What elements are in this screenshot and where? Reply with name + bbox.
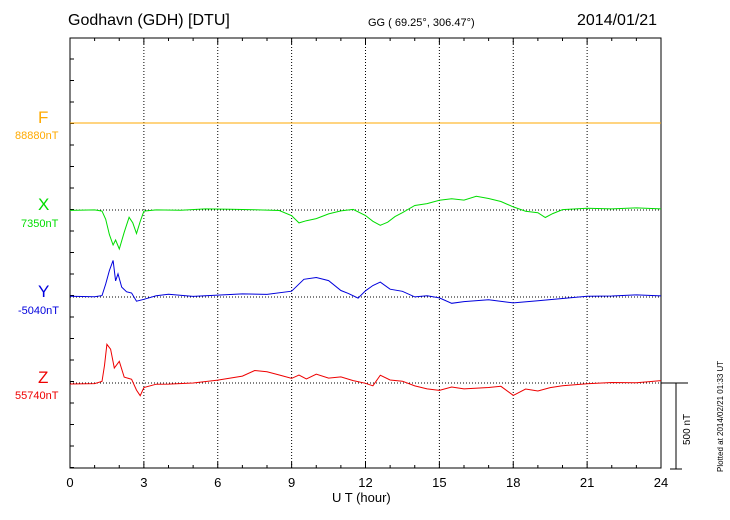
trace-Z xyxy=(69,342,662,397)
plotted-timestamp: Plotted at 2014/02/21 01:33 UT xyxy=(716,360,725,472)
x-tick-label-0: 0 xyxy=(66,475,73,490)
x-tick-label-15: 15 xyxy=(432,475,446,490)
station-title: Godhavn (GDH) [DTU] xyxy=(68,12,230,29)
x-tick-label-6: 6 xyxy=(214,475,221,490)
channel-name-Y: Y xyxy=(38,282,50,301)
x-tick-label-24: 24 xyxy=(654,475,668,490)
x-tick-label-3: 3 xyxy=(140,475,147,490)
channel-name-Z: Z xyxy=(38,368,49,387)
x-tick-label-12: 12 xyxy=(358,475,372,490)
trace-Y xyxy=(69,260,662,304)
trace-X xyxy=(69,195,662,251)
x-tick-label-21: 21 xyxy=(580,475,594,490)
x-tick-label-9: 9 xyxy=(288,475,295,490)
channel-name-F: F xyxy=(38,108,49,127)
station-coordinates: GG ( 69.25°, 306.47°) xyxy=(368,17,475,29)
channel-name-X: X xyxy=(38,195,50,214)
plot-date: 2014/01/21 xyxy=(577,12,658,29)
scale-bar-label: 500 nT xyxy=(682,413,693,445)
channel-baseline-X: 7350nT xyxy=(21,218,59,230)
x-axis-label: U T (hour) xyxy=(332,490,391,505)
plot-frame xyxy=(69,37,662,469)
channel-baseline-F: 88880nT xyxy=(15,130,59,142)
x-tick-label-18: 18 xyxy=(506,475,520,490)
channel-baseline-Z: 55740nT xyxy=(15,390,59,402)
channel-baseline-Y: -5040nT xyxy=(18,305,59,317)
